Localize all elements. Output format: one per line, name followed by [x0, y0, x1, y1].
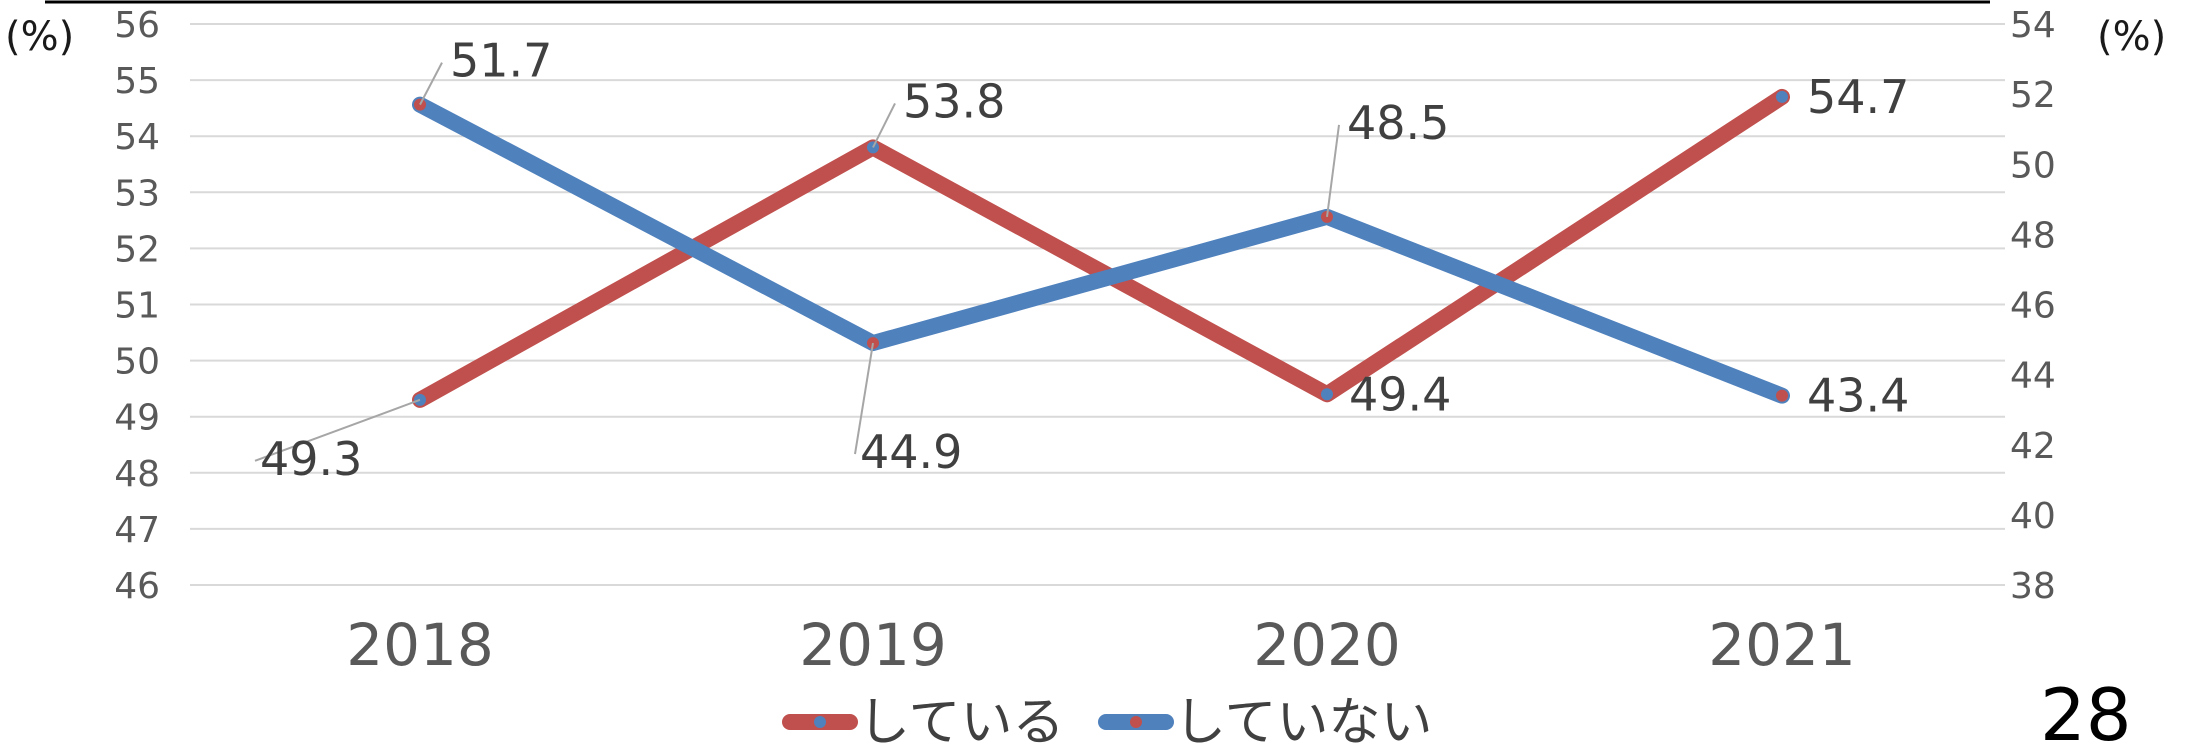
x-tick-label: 2021: [1708, 611, 1856, 679]
label-leader: [872, 102, 896, 148]
legend-marker: [1130, 716, 1142, 728]
left-axis-ticks: 46 47 48 49 50 51 52 53 54 55 56: [114, 5, 160, 607]
data-label: 44.9: [860, 425, 962, 479]
series-line: [412, 96, 1790, 404]
legend: している していない: [782, 693, 1432, 747]
left-tick-label: 50: [114, 342, 160, 383]
left-tick-label: 55: [114, 61, 160, 102]
label-leader: [254, 398, 421, 462]
gridlines: [190, 23, 2005, 586]
right-tick-label: 46: [2010, 286, 2056, 327]
left-tick-label: 56: [114, 5, 160, 46]
left-tick-label: 53: [114, 173, 160, 214]
right-tick-label: 52: [2010, 75, 2056, 116]
legend-marker: [814, 716, 826, 728]
right-tick-label: 54: [2010, 5, 2056, 46]
left-tick-label: 54: [114, 117, 160, 158]
series-line: [412, 88, 1790, 408]
data-labels: 49.3 53.8 49.4 54.7 51.7 44.9 48.5 43.4: [254, 34, 1909, 486]
data-label: 43.4: [1807, 369, 1909, 423]
x-tick-label: 2018: [346, 611, 494, 679]
data-label: 51.7: [450, 34, 552, 88]
series-layer: [412, 88, 1790, 408]
right-tick-label: 38: [2010, 566, 2056, 607]
data-label: 49.3: [260, 432, 362, 486]
left-tick-label: 47: [114, 510, 160, 551]
left-tick-label: 48: [114, 454, 160, 495]
legend-label: していない: [1174, 693, 1432, 747]
page-number: 28: [2040, 673, 2132, 747]
data-label: 49.4: [1349, 367, 1451, 421]
left-axis-unit: (%): [5, 14, 74, 60]
x-tick-label: 2020: [1253, 611, 1401, 679]
x-tick-label: 2019: [799, 611, 947, 679]
right-tick-label: 50: [2010, 145, 2056, 186]
data-label: 53.8: [903, 74, 1005, 128]
x-axis-ticks: 2018 2019 2020 2021: [346, 611, 1856, 679]
left-tick-label: 51: [114, 286, 160, 327]
label-leader: [1326, 124, 1340, 217]
label-leader: [419, 62, 443, 106]
data-point: [1321, 388, 1333, 401]
data-label: 54.7: [1807, 70, 1909, 124]
legend-label: している: [858, 693, 1064, 747]
data-point: [1776, 389, 1788, 402]
data-point: [1776, 90, 1788, 103]
left-tick-label: 46: [114, 566, 160, 607]
right-tick-label: 48: [2010, 215, 2056, 256]
right-tick-label: 42: [2010, 426, 2056, 467]
data-label: 48.5: [1347, 96, 1449, 150]
right-tick-label: 44: [2010, 356, 2056, 397]
right-axis-unit: (%): [2097, 14, 2166, 60]
left-tick-label: 52: [114, 229, 160, 270]
left-tick-label: 49: [114, 398, 160, 439]
right-tick-label: 40: [2010, 496, 2056, 537]
label-leader: [854, 342, 874, 455]
right-axis-ticks: 38 40 42 44 46 48 50 52 54: [2010, 5, 2056, 607]
